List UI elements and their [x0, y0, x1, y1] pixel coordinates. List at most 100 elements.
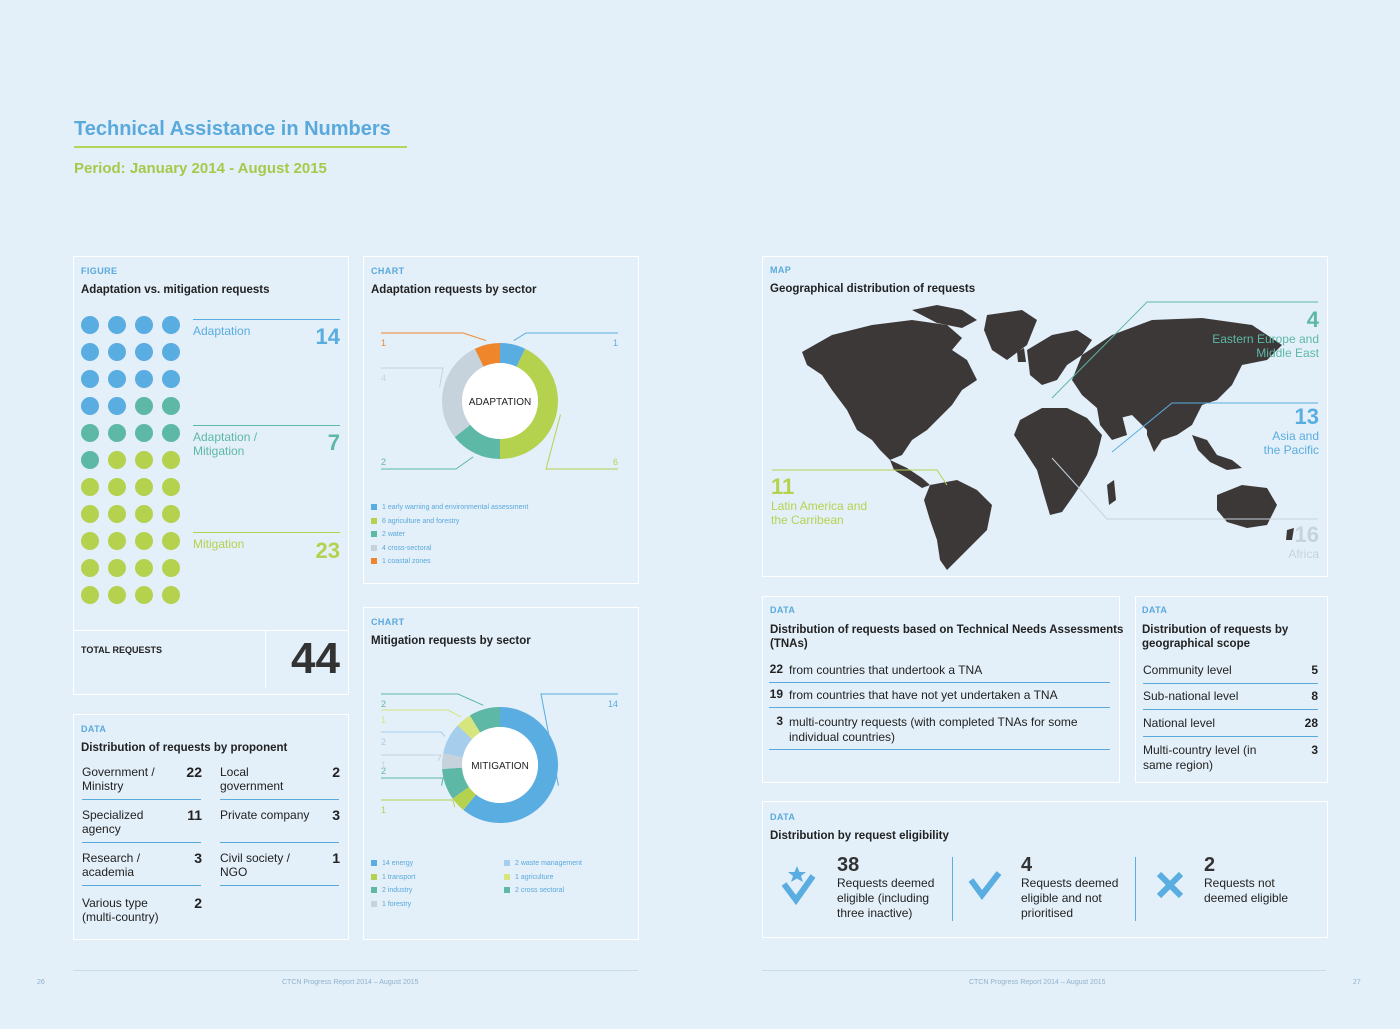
proponent-tag: DATA [81, 724, 107, 734]
callout-line [381, 754, 442, 761]
callout-line [513, 332, 618, 341]
request-dot [135, 451, 153, 469]
tna-value: 22 [769, 662, 783, 676]
callout-value: 1 [381, 715, 386, 725]
tna-text: multi-country requests (with completed T… [789, 715, 1078, 744]
eligibility-panel [762, 801, 1328, 938]
request-dot [135, 370, 153, 388]
legend-item: 1 coastal zones [371, 555, 528, 569]
eligibility-divider-1 [952, 857, 953, 921]
proponent-value: 3 [332, 807, 340, 823]
scope-panel [1135, 596, 1328, 783]
request-dot [81, 316, 99, 334]
request-dot [81, 505, 99, 523]
adaptation-label: Adaptation [193, 324, 251, 338]
request-dot [162, 478, 180, 496]
request-dot [135, 478, 153, 496]
legend-label: 2 waste management [515, 860, 582, 867]
mitigation-rule [193, 532, 340, 533]
adaptation-donut-chart: ADAPTATION 1 6 2 4 1 [381, 332, 618, 470]
not-eligible-value: 2 [1204, 854, 1216, 876]
request-dot [108, 505, 126, 523]
legend-swatch [371, 873, 377, 880]
scope-divider [1143, 709, 1318, 710]
legend-item: 1 forestry [371, 900, 411, 908]
eligibility-heading: Distribution by request eligibility [770, 830, 949, 842]
scope-value: 5 [1311, 663, 1318, 677]
footer-rule-left [73, 970, 638, 971]
legend-label: 2 industry [382, 887, 413, 894]
donut-slice-agriculture-and-forestry [500, 348, 558, 459]
footer-rule-right [762, 970, 1326, 971]
tna-panel [762, 596, 1120, 783]
donut-center-label: MITIGATION [471, 761, 529, 772]
proponent-label: Research / academia [82, 851, 141, 879]
legend-item: 2 waste management [504, 860, 582, 867]
scope-tag: DATA [1142, 605, 1168, 615]
legend-swatch [504, 887, 510, 893]
donut-slice-coastal-zones [474, 343, 500, 367]
not-eligible-text: Requests not deemed eligible [1204, 876, 1289, 905]
map-panel [762, 256, 1328, 577]
donut-hole [462, 727, 538, 803]
legend-label: 2 cross sectoral [515, 887, 565, 894]
donut-slice-forestry [442, 753, 463, 769]
callout-value: 1 [381, 760, 386, 770]
scope-value: 28 [1304, 716, 1318, 730]
proponent-top-rule [73, 714, 348, 715]
figure-top-rule [73, 256, 348, 257]
donut-slice-cross-sectoral [469, 707, 500, 733]
mitigation-chart-tag: CHART [371, 617, 405, 627]
legend-item: 1 transport [371, 873, 415, 881]
request-dot [135, 505, 153, 523]
donut-center-label: ADAPTATION [469, 397, 531, 408]
proponent-value: 2 [332, 764, 340, 780]
proponent-label: Private company [220, 808, 310, 822]
eligibility-divider-2 [1135, 857, 1136, 921]
request-dot [108, 559, 126, 577]
mitigation-chart-title: Mitigation requests by sector [371, 635, 531, 647]
total-value: 44 [291, 634, 340, 683]
request-dot [108, 532, 126, 550]
request-dot [108, 586, 126, 604]
adaptation-rule [193, 319, 340, 320]
proponent-divider [82, 799, 201, 800]
request-dot [162, 397, 180, 415]
request-dot [135, 316, 153, 334]
request-dot [135, 532, 153, 550]
request-dot [135, 559, 153, 577]
legend-swatch [371, 517, 377, 524]
request-dot [108, 370, 126, 388]
request-dot [135, 397, 153, 415]
request-dot [162, 559, 180, 577]
callout-value: 6 [613, 457, 618, 467]
callout-line [381, 799, 456, 808]
legend-item: 4 cross-sectoral [371, 542, 528, 556]
legend-label: 6 agriculture and forestry [382, 517, 460, 525]
legend-label: 14 energy [382, 860, 414, 867]
donut-slice-cross-sectoral [442, 348, 484, 438]
legend-label: 2 water [382, 531, 405, 538]
request-dot [81, 559, 99, 577]
request-dot [108, 424, 126, 442]
request-dot [108, 451, 126, 469]
request-dot [81, 343, 99, 361]
legend-item: 2 industry [371, 887, 412, 894]
proponent-divider [220, 799, 339, 800]
eligibility-top-rule [762, 801, 1327, 802]
callout-value: 2 [381, 457, 386, 467]
footer-text-left: CTCN Progress Report 2014 – August 2015 [282, 979, 419, 986]
callout-line [381, 693, 484, 706]
callout-line [381, 367, 444, 388]
region-latin-america: 11 Latin America and the Carribean [771, 474, 868, 528]
legend-item: 2 cross sectoral [504, 887, 564, 894]
callout-value: 2 [381, 699, 386, 709]
scope-label: National level [1143, 716, 1216, 730]
callout-line [540, 693, 618, 786]
mixed-value: 7 [327, 430, 340, 455]
proponent-label: Local government [220, 765, 284, 793]
legend-item: 2 water [371, 528, 528, 542]
request-dot [162, 370, 180, 388]
request-dot [162, 532, 180, 550]
request-dot [108, 478, 126, 496]
